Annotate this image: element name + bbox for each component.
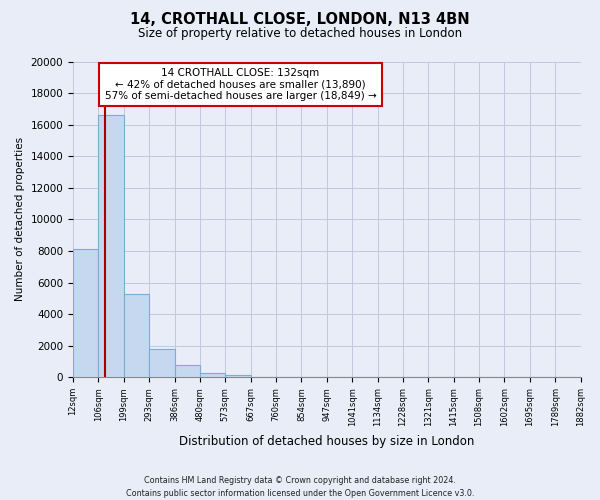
- Bar: [175, 366, 200, 378]
- Bar: [98, 115, 124, 378]
- X-axis label: Distribution of detached houses by size in London: Distribution of detached houses by size …: [179, 434, 475, 448]
- Y-axis label: Number of detached properties: Number of detached properties: [15, 138, 25, 302]
- Bar: [124, 294, 149, 378]
- Bar: [200, 372, 225, 378]
- Bar: [225, 374, 251, 378]
- Text: 14 CROTHALL CLOSE: 132sqm
← 42% of detached houses are smaller (13,890)
57% of s: 14 CROTHALL CLOSE: 132sqm ← 42% of detac…: [104, 68, 376, 101]
- Bar: [149, 349, 175, 378]
- Bar: [73, 250, 98, 378]
- Text: 14, CROTHALL CLOSE, LONDON, N13 4BN: 14, CROTHALL CLOSE, LONDON, N13 4BN: [130, 12, 470, 28]
- Text: Contains HM Land Registry data © Crown copyright and database right 2024.
Contai: Contains HM Land Registry data © Crown c…: [126, 476, 474, 498]
- Text: Size of property relative to detached houses in London: Size of property relative to detached ho…: [138, 28, 462, 40]
